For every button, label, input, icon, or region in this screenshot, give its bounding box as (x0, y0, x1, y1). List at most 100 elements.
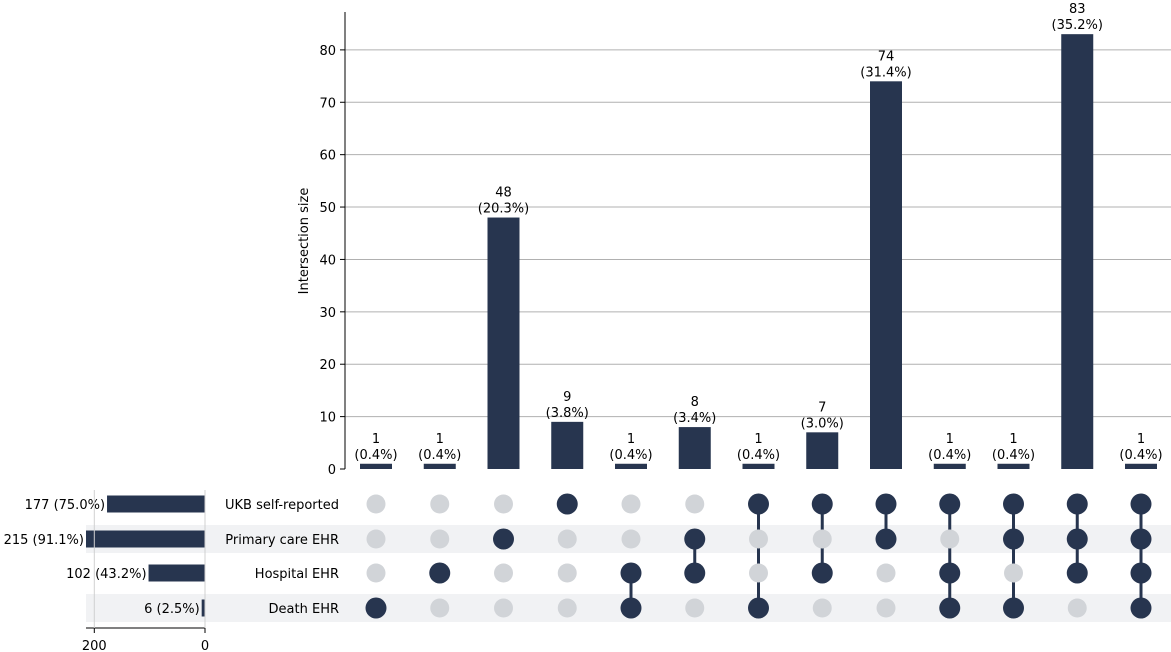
active-dot (1003, 597, 1024, 619)
active-dot (748, 597, 769, 619)
y-tick-label: 40 (319, 253, 336, 268)
active-dot (620, 562, 642, 584)
intersection-percent-label: (3.0%) (801, 416, 844, 431)
y-tick-label: 0 (328, 463, 336, 478)
inactive-dot (494, 494, 513, 514)
active-dot (1130, 493, 1152, 515)
intersection-bar (1125, 463, 1157, 469)
intersection-bar (678, 427, 711, 469)
intersection-value-label: 1 (1137, 432, 1145, 447)
inactive-dot (685, 598, 705, 618)
active-dot (875, 493, 897, 515)
intersection-percent-label: (0.4%) (928, 448, 971, 463)
intersection-bar (1061, 34, 1094, 470)
inactive-dot (430, 494, 450, 514)
intersection-percent-label: (0.4%) (1119, 448, 1162, 463)
intersection-bar (487, 217, 520, 469)
inactive-dot (621, 529, 641, 549)
inactive-dot (812, 529, 832, 549)
inactive-dot (494, 563, 513, 583)
intersection-bar (933, 463, 966, 469)
active-dot (811, 562, 833, 584)
y-tick-label: 20 (319, 358, 336, 373)
set-size-bar (107, 495, 205, 513)
set-size-bars: 177 (75.0%) 215 (91.1%) 102 (43.2%) 6 (2.5%… (4, 495, 205, 617)
y-gridlines (345, 49, 1171, 418)
intersection-bar (806, 432, 839, 469)
intersection-percent-label: (0.4%) (354, 448, 397, 463)
intersection-value-label: 1 (627, 432, 635, 447)
set-size-label: 6 (2.5%) (144, 602, 200, 617)
set-names: UKB self-reported Primary care EHR Hospita… (225, 498, 339, 617)
membership-matrix (365, 493, 1152, 619)
intersection-percent-label: (0.4%) (737, 448, 780, 463)
y-axis: 0 10 20 30 40 50 60 70 80 (319, 12, 346, 478)
active-dot (684, 528, 706, 550)
active-dot (939, 597, 961, 619)
inactive-dot (366, 529, 386, 549)
intersection-bar (360, 463, 392, 469)
intersection-percent-label: (20.3%) (478, 202, 529, 217)
set-axis-tick-label: 0 (201, 639, 209, 652)
inactive-dot (940, 529, 960, 549)
active-dot (429, 562, 451, 584)
intersection-percent-label: (31.4%) (860, 65, 911, 80)
set-name-label: Hospital EHR (255, 567, 339, 582)
intersection-value-label: 74 (878, 49, 895, 64)
inactive-dot (557, 598, 577, 618)
intersection-value-label: 9 (563, 390, 571, 405)
active-dot (1130, 562, 1152, 584)
intersection-percent-label: (35.2%) (1052, 18, 1103, 33)
set-name-label: Death EHR (269, 602, 339, 617)
intersection-bar (870, 81, 902, 470)
intersection-bar (615, 463, 647, 469)
intersection-bar (551, 421, 584, 469)
intersection-bar (997, 463, 1030, 469)
intersection-bar (742, 463, 775, 469)
set-size-bar (148, 564, 205, 582)
inactive-dot (557, 529, 577, 549)
y-tick-label: 50 (319, 201, 336, 216)
active-dot (1066, 528, 1088, 550)
active-dot (1130, 528, 1152, 550)
inactive-dot (1004, 563, 1023, 583)
intersection-bar (423, 463, 456, 469)
inactive-dot (876, 598, 896, 618)
active-dot (684, 562, 706, 584)
active-dot (1066, 562, 1088, 584)
inactive-dot (494, 598, 513, 618)
inactive-dot (876, 563, 896, 583)
y-tick-label: 70 (319, 96, 336, 111)
active-dot (493, 528, 514, 550)
set-size-bar (201, 599, 205, 617)
set-size-label: 177 (75.0%) (25, 498, 105, 513)
intersection-value-label: 1 (1009, 432, 1017, 447)
intersection-value-label: 1 (436, 432, 444, 447)
set-size-axis: 200 0 (82, 490, 209, 652)
inactive-dot (366, 494, 386, 514)
inactive-dot (749, 529, 768, 549)
intersection-percent-label: (3.8%) (546, 406, 589, 421)
inactive-dot (430, 529, 450, 549)
inactive-dot (1067, 598, 1087, 618)
inactive-dot (685, 494, 705, 514)
intersection-bar-labels: 1(0.4%)1(0.4%)48(20.3%)9(3.8%)1(0.4%)8(3… (354, 2, 1162, 463)
intersection-value-label: 1 (372, 432, 380, 447)
set-axis-tick-label: 200 (82, 639, 107, 652)
intersection-bars (360, 34, 1157, 470)
active-dot (1130, 597, 1152, 619)
active-dot (875, 528, 897, 550)
intersection-percent-label: (0.4%) (992, 448, 1035, 463)
active-dot (1003, 528, 1024, 550)
intersection-value-label: 1 (754, 432, 762, 447)
inactive-dot (430, 598, 450, 618)
inactive-dot (621, 494, 641, 514)
active-dot (939, 493, 961, 515)
intersection-value-label: 7 (818, 400, 826, 415)
active-dot (939, 562, 961, 584)
inactive-dot (557, 563, 577, 583)
inactive-dot (366, 563, 386, 583)
set-name-label: Primary care EHR (225, 533, 339, 548)
active-dot (1003, 493, 1024, 515)
